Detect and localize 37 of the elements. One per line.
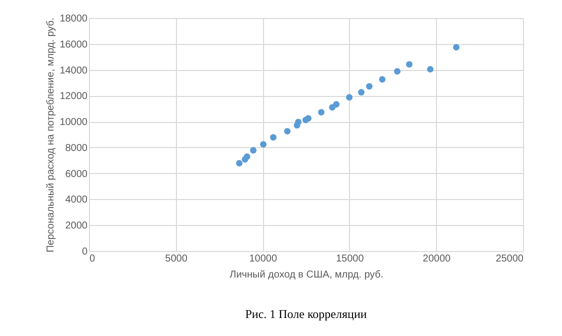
point xyxy=(406,61,413,68)
point xyxy=(379,76,386,83)
point xyxy=(333,101,340,108)
x-tick-label: 5000 xyxy=(165,254,188,264)
y-tick-label: 12000 xyxy=(60,91,88,102)
point xyxy=(270,134,277,141)
y-tick-label: 10000 xyxy=(60,117,88,128)
point xyxy=(284,128,291,134)
y-tick-label: 14000 xyxy=(60,65,88,76)
text: Рис. 1 Поле корреляции xyxy=(245,307,368,321)
point xyxy=(295,118,302,126)
point xyxy=(260,141,267,148)
point xyxy=(366,83,373,90)
x-axis-title: Личный доход в США, млрд. руб. xyxy=(230,270,384,280)
point xyxy=(346,94,353,101)
y-tick-label: 0 xyxy=(82,246,88,258)
point xyxy=(236,160,243,166)
y-tick-label: 18000 xyxy=(60,14,88,24)
x-tick-label: 0 xyxy=(90,254,96,264)
x-tick-label: 25000 xyxy=(496,254,524,264)
y-tick-label: 4000 xyxy=(65,194,88,206)
y-tick-label: 2000 xyxy=(65,220,88,232)
x-tick-label: 10000 xyxy=(249,254,278,264)
y-axis-title: Персональный расход на потребление, млрд. руб. xyxy=(46,18,57,252)
y-tick-label: 6000 xyxy=(65,168,88,180)
x-tick-label: 15000 xyxy=(336,254,364,264)
point xyxy=(250,147,257,154)
point xyxy=(318,109,325,116)
point xyxy=(453,44,460,50)
point xyxy=(427,66,434,72)
x-tick-label: 20000 xyxy=(422,254,452,264)
point xyxy=(305,115,312,122)
point xyxy=(244,153,250,160)
y-tick-label: 8000 xyxy=(65,142,88,154)
point xyxy=(358,89,365,96)
point xyxy=(394,68,401,75)
y-tick-label: 16000 xyxy=(60,39,88,50)
